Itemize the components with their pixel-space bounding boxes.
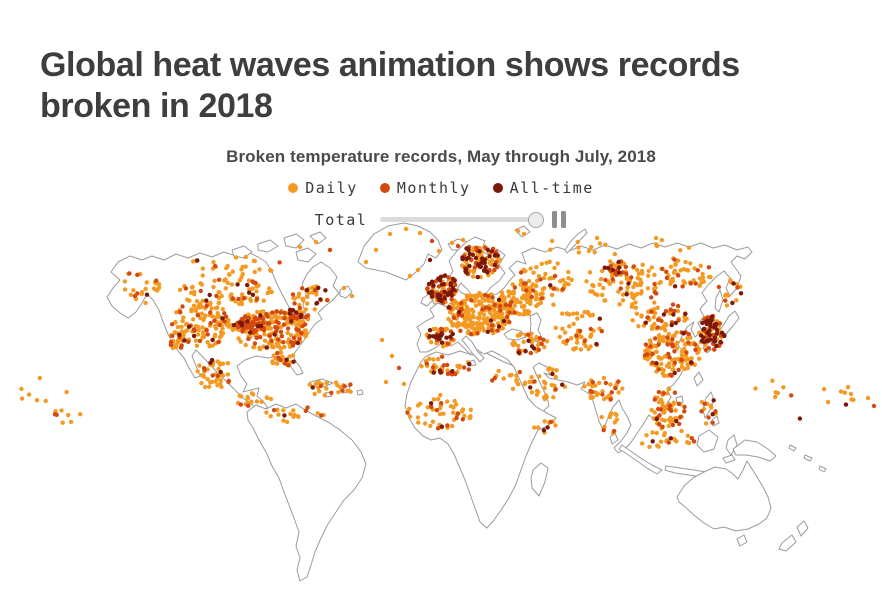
legend-label-monthly: Monthly [396, 179, 471, 197]
legend-item-daily: Daily [288, 179, 358, 197]
legend-label-all-time: All-time [509, 179, 594, 197]
all-time-dot-icon [492, 183, 503, 193]
world-map-outline [106, 222, 827, 582]
landmass-svalbard [514, 225, 531, 238]
landmass-madagascar [530, 462, 549, 497]
legend-label-daily: Daily [305, 179, 358, 197]
chart-controls: Broken temperature records, May through … [0, 147, 882, 229]
landmass-taiwan [693, 371, 704, 387]
landmass-new-zealand [778, 520, 809, 552]
landmass-pacific-islets [788, 444, 827, 473]
pause-icon [552, 211, 558, 228]
record-dots-layer [19, 226, 877, 450]
daily-dot-icon [288, 183, 299, 193]
landmass-hainan [675, 395, 684, 404]
landmass-sumatra [618, 444, 663, 475]
slider-label: Total [314, 210, 368, 229]
landmass-south-america [246, 403, 367, 582]
landmass-tasmania [736, 534, 748, 547]
page-title: Global heat waves animation shows record… [40, 45, 740, 125]
pause-icon [561, 211, 567, 228]
landmass-arctic-islands [231, 231, 327, 263]
world-map [0, 222, 882, 592]
landmass-africa [404, 350, 557, 529]
legend-item-monthly: Monthly [379, 179, 471, 197]
animation-slider-row: Total [315, 210, 568, 229]
timeline-slider[interactable] [380, 211, 544, 228]
monthly-dot-icon [379, 183, 390, 193]
legend: Daily Monthly All-time [288, 179, 594, 197]
pause-button[interactable] [551, 210, 567, 229]
landmass-borneo [696, 429, 719, 453]
landmass-timor [722, 454, 736, 464]
slider-thumb[interactable] [527, 211, 544, 228]
chart-subtitle: Broken temperature records, May through … [226, 147, 656, 166]
legend-item-all-time: All-time [492, 179, 594, 197]
landmass-sakhalin [714, 289, 724, 313]
landmass-greenland [357, 222, 443, 281]
landmass-australia [676, 460, 772, 532]
landmass-new-guinea [732, 439, 777, 462]
